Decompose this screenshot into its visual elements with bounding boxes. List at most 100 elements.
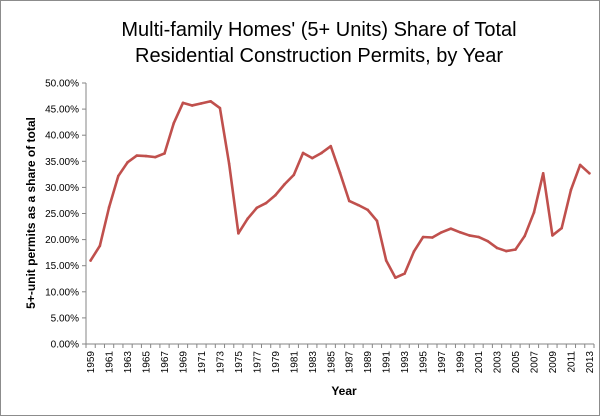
data-point — [172, 121, 176, 125]
data-point — [338, 171, 342, 175]
x-tick-label: 1973 — [215, 351, 226, 374]
data-point — [523, 234, 527, 238]
y-tick-label: 25.00% — [45, 209, 79, 220]
data-point — [117, 174, 120, 178]
y-tick-label: 50.00% — [45, 79, 79, 90]
data-point — [310, 156, 314, 160]
data-point — [153, 155, 157, 159]
x-tick-label: 1963 — [123, 351, 134, 374]
data-point — [255, 206, 259, 210]
chart-title-line-1: Multi-family Homes' (5+ Units) Share of … — [121, 19, 516, 41]
data-point — [541, 172, 545, 175]
data-point — [366, 208, 370, 212]
data-point — [495, 246, 499, 250]
x-tick-label: 1981 — [289, 351, 300, 374]
data-point — [320, 151, 323, 155]
data-point — [504, 249, 508, 253]
x-tick-label: 2003 — [493, 351, 504, 374]
data-point — [412, 250, 416, 253]
x-tick-label: 1993 — [400, 351, 411, 374]
y-tick-label: 45.00% — [45, 105, 79, 116]
data-point — [264, 201, 268, 205]
data-point — [477, 235, 480, 239]
data-point — [98, 244, 102, 248]
data-point — [486, 239, 490, 243]
x-tick-label: 2005 — [511, 351, 522, 374]
data-point — [357, 203, 360, 207]
data-point — [200, 102, 203, 105]
data-point — [274, 193, 277, 197]
data-point — [468, 234, 471, 237]
x-tick-label: 1997 — [437, 351, 448, 374]
x-axis-ticks: 1959 1961 1963 1965 1967 1969 1971 1973 1975 1977… — [85, 344, 596, 374]
x-tick-label: 1965 — [142, 351, 153, 374]
y-tick-label: 5.00% — [51, 313, 79, 324]
x-tick-label: 1991 — [382, 351, 393, 374]
y-tick-label: 35.00% — [45, 157, 79, 168]
x-tick-label: 1977 — [252, 351, 263, 374]
data-point — [283, 182, 286, 186]
data-point — [551, 234, 554, 237]
data-point — [588, 172, 591, 175]
data-point — [107, 205, 111, 209]
data-point — [421, 235, 425, 239]
data-point — [163, 152, 166, 155]
series-layer — [89, 99, 591, 280]
y-tick-label: 40.00% — [45, 131, 79, 142]
data-point — [246, 217, 249, 221]
x-tick-label: 2013 — [585, 351, 596, 374]
y-tick-label: 15.00% — [45, 261, 79, 272]
data-point — [329, 144, 333, 148]
data-point — [209, 99, 212, 103]
data-point — [560, 226, 563, 230]
x-tick-label: 1987 — [345, 351, 356, 374]
data-point — [144, 154, 148, 158]
y-axis-ticks: 0.00% 5.00% 10.00% 15.00% 20.00% 25.00% 30.00%… — [45, 79, 86, 351]
data-point — [301, 151, 305, 155]
data-point — [126, 161, 129, 164]
x-tick-label: 1959 — [86, 351, 97, 374]
data-point — [514, 248, 517, 251]
data-point — [237, 232, 240, 235]
data-point — [403, 272, 406, 275]
x-tick-label: 1975 — [234, 351, 245, 374]
x-tick-label: 1995 — [419, 351, 430, 374]
x-tick-label: 1979 — [271, 351, 282, 374]
x-tick-label: 2011 — [566, 351, 577, 373]
y-axis-title: 5+-unit permits as a share of total — [24, 117, 38, 309]
x-tick-label: 2001 — [474, 351, 485, 374]
data-point — [458, 230, 462, 234]
x-tick-label: 1969 — [178, 351, 189, 374]
data-point — [532, 211, 536, 214]
x-tick-label: 1989 — [363, 351, 374, 374]
chart-title-line-2: Residential Construction Permits, by Yea… — [135, 45, 503, 67]
x-tick-label: 1999 — [456, 351, 467, 374]
data-point — [394, 276, 397, 280]
x-tick-label: 1983 — [308, 351, 319, 374]
series-line — [89, 99, 591, 280]
data-point — [218, 106, 222, 110]
x-tick-label: 2007 — [529, 351, 540, 374]
data-point — [292, 173, 296, 177]
data-point — [181, 101, 185, 105]
x-tick-label: 1961 — [105, 351, 116, 374]
data-point — [375, 219, 379, 223]
data-point — [384, 259, 388, 262]
data-point — [440, 230, 443, 234]
data-point — [347, 199, 351, 203]
data-point — [569, 188, 573, 192]
x-tick-label: 2009 — [548, 351, 559, 374]
data-point — [578, 163, 582, 167]
data-point — [135, 154, 139, 157]
data-point — [227, 162, 231, 166]
y-tick-label: 30.00% — [45, 183, 79, 194]
y-tick-label: 0.00% — [51, 340, 79, 351]
y-tick-label: 20.00% — [45, 235, 79, 246]
y-tick-label: 10.00% — [45, 287, 79, 298]
x-tick-label: 1985 — [326, 351, 337, 374]
data-point — [89, 259, 92, 262]
data-point — [190, 104, 194, 107]
x-axis-title: Year — [331, 384, 357, 398]
